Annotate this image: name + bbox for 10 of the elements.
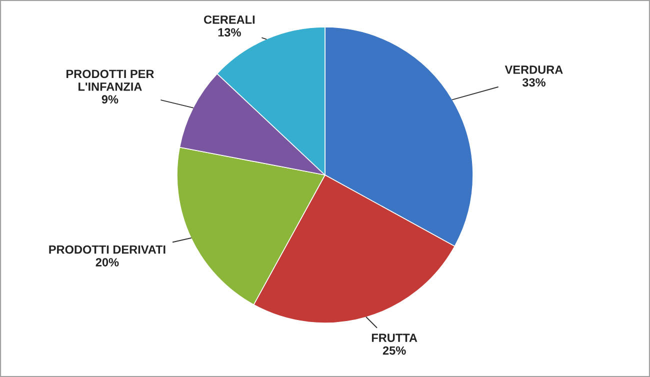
data-label: 25% — [382, 346, 406, 355]
slice-label: VERDURA — [504, 66, 563, 74]
data-label: 13% — [218, 28, 241, 37]
slice-label: CEREALI — [204, 15, 255, 24]
data-label: 9% — [102, 95, 118, 104]
slice-label: PRODOTTI PER L'INFANZIA — [66, 70, 154, 91]
data-label: 20% — [96, 258, 119, 266]
slice-label: PRODOTTI DERIVATI — [49, 245, 166, 254]
slice-label: FRUTTA — [372, 334, 418, 342]
data-label: 33% — [522, 78, 546, 87]
